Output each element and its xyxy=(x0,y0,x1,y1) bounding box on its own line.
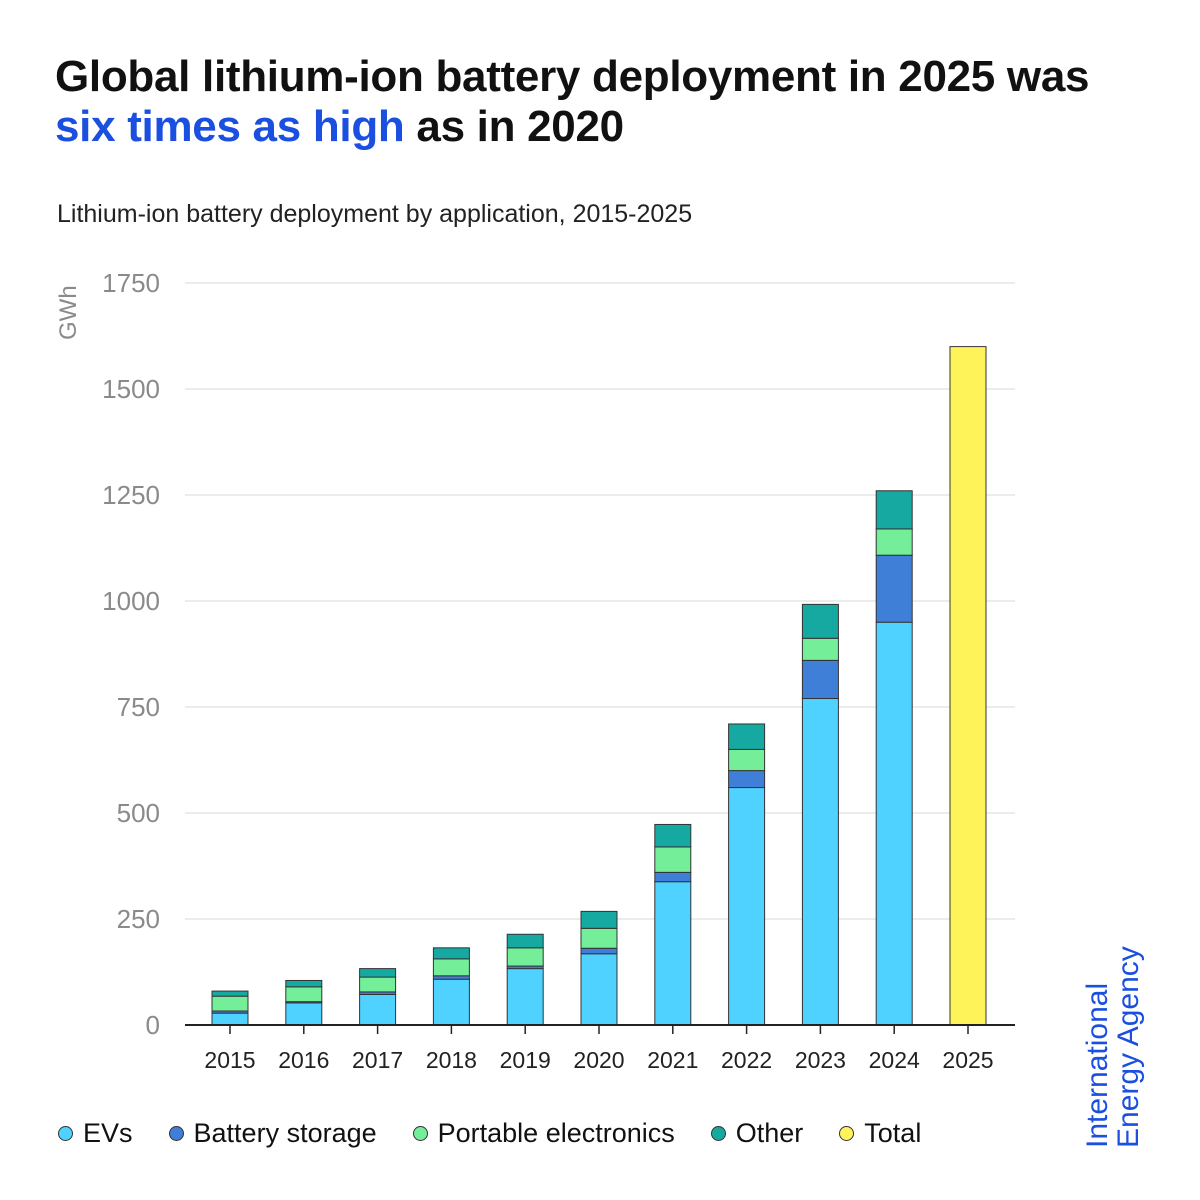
bar-segment-evs-2017 xyxy=(359,993,397,1026)
bar-segment-portable_electronics-2024 xyxy=(875,528,913,556)
legend-label: Portable electronics xyxy=(437,1118,675,1148)
bar-segment-evs-2015 xyxy=(211,1012,249,1026)
bar-segment-other-2015 xyxy=(211,990,249,997)
y-tick-label: 1250 xyxy=(102,480,160,510)
x-tick-label: 2019 xyxy=(500,1047,551,1073)
y-tick-label: 250 xyxy=(117,904,160,934)
bar-segment-battery_storage-2020 xyxy=(580,947,618,955)
x-tick-label: 2024 xyxy=(869,1047,920,1073)
y-tick-label: 500 xyxy=(117,798,160,828)
x-tick-label: 2025 xyxy=(942,1047,993,1073)
chart-subtitle: Lithium-ion battery deployment by applic… xyxy=(57,200,693,228)
legend-swatch xyxy=(710,1126,726,1141)
title-highlight: six times as high xyxy=(55,102,405,151)
y-tick-label: 1750 xyxy=(102,268,160,298)
legend-label: EVs xyxy=(83,1118,133,1148)
chart-title: Global lithium-ion battery deployment in… xyxy=(55,52,1155,152)
title-part-2: as in 2020 xyxy=(404,102,624,151)
bar-segment-other-2022 xyxy=(728,723,766,750)
x-tick-label: 2022 xyxy=(721,1047,772,1073)
x-tick-label: 2015 xyxy=(204,1047,255,1073)
title-part-1: Global lithium-ion battery deployment in… xyxy=(55,52,1090,101)
legend: EVs Battery storage Portable electronics Ot… xyxy=(58,1118,921,1149)
bar-segment-portable_electronics-2019 xyxy=(506,947,544,967)
bar-segment-other-2019 xyxy=(506,933,544,949)
bar-segment-portable_electronics-2017 xyxy=(359,976,397,993)
bar-segment-evs-2024 xyxy=(875,621,913,1026)
bar-segment-portable_electronics-2015 xyxy=(211,995,249,1012)
bar-segment-other-2023 xyxy=(801,603,839,639)
legend-item-portable_electronics: Portable electronics xyxy=(412,1118,675,1149)
bar-segment-other-2020 xyxy=(580,910,618,929)
y-axis-ticks: 0 250 500 750 1000 1250 1500 1750 xyxy=(102,268,160,1040)
bar-segment-battery_storage-2024 xyxy=(875,554,913,623)
bar-segment-evs-2019 xyxy=(506,968,544,1026)
bars xyxy=(211,346,987,1026)
x-tick-label: 2017 xyxy=(352,1047,403,1073)
bar-segment-battery_storage-2023 xyxy=(801,659,839,700)
legend-item-other: Other xyxy=(710,1118,804,1149)
bar-segment-other-2017 xyxy=(359,968,397,978)
x-tick-label: 2020 xyxy=(573,1047,624,1073)
x-tick-label: 2016 xyxy=(278,1047,329,1073)
bar-segment-portable_electronics-2016 xyxy=(285,986,323,1003)
bar-segment-other-2024 xyxy=(875,490,913,530)
legend-item-evs: EVs xyxy=(58,1118,133,1149)
y-tick-label: 0 xyxy=(146,1010,160,1040)
bar-segment-other-2016 xyxy=(285,979,323,988)
legend-swatch xyxy=(168,1126,184,1141)
legend-label: Battery storage xyxy=(193,1118,377,1148)
bar-segment-battery_storage-2018 xyxy=(432,975,470,980)
x-axis-ticks: 2015 2016 2017 2018 2019 2020 2021 2022 2023 2024… xyxy=(204,1025,994,1073)
bar-segment-portable_electronics-2022 xyxy=(728,748,766,772)
bar-segment-battery_storage-2022 xyxy=(728,770,766,789)
x-tick-label: 2018 xyxy=(426,1047,477,1073)
bar-segment-evs-2022 xyxy=(728,787,766,1026)
legend-swatch xyxy=(412,1126,428,1141)
bar-segment-evs-2021 xyxy=(654,881,692,1026)
legend-item-total: Total xyxy=(839,1118,921,1149)
bar-segment-evs-2020 xyxy=(580,953,618,1026)
logo-line-1: International xyxy=(1081,982,1114,1148)
logo-line-2: Energy Agency xyxy=(1112,946,1145,1148)
bar-segment-evs-2018 xyxy=(432,978,470,1026)
x-tick-label: 2023 xyxy=(795,1047,846,1073)
y-axis-title: GWh xyxy=(55,285,82,340)
y-tick-label: 1000 xyxy=(102,586,160,616)
x-tick-label: 2021 xyxy=(647,1047,698,1073)
legend-swatch xyxy=(58,1126,73,1141)
legend-label: Total xyxy=(864,1118,922,1148)
legend-item-battery_storage: Battery storage xyxy=(168,1118,377,1149)
y-tick-label: 1500 xyxy=(102,374,160,404)
bar-segment-other-2021 xyxy=(654,823,692,848)
bar-segment-total-2025 xyxy=(949,346,987,1026)
bar-segment-evs-2023 xyxy=(801,698,839,1026)
legend-label: Other xyxy=(735,1118,804,1148)
bar-segment-portable_electronics-2018 xyxy=(432,958,470,977)
iea-logo: International Energy Agency xyxy=(1081,946,1145,1148)
bar-segment-battery_storage-2021 xyxy=(654,871,692,883)
bar-segment-portable_electronics-2023 xyxy=(801,637,839,661)
bar-segment-other-2018 xyxy=(432,947,470,960)
legend-swatch xyxy=(839,1126,855,1141)
y-tick-label: 750 xyxy=(117,692,160,722)
bar-segment-evs-2016 xyxy=(285,1002,323,1026)
bar-segment-portable_electronics-2020 xyxy=(580,927,618,949)
bar-segment-portable_electronics-2021 xyxy=(654,846,692,873)
